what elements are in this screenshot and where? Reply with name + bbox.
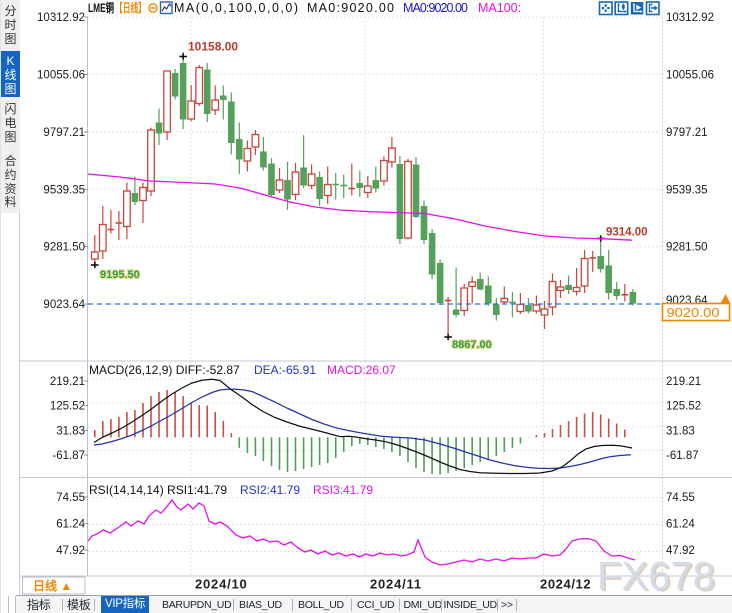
- svg-text:MACD:26.07: MACD:26.07: [327, 363, 396, 377]
- svg-text:47.92: 47.92: [666, 545, 695, 557]
- svg-text:9281.50: 9281.50: [666, 242, 708, 254]
- svg-text:2024/11: 2024/11: [370, 577, 422, 592]
- svg-text:10158.00: 10158.00: [188, 40, 238, 54]
- svg-text:9023.64: 9023.64: [43, 299, 85, 311]
- svg-text:-61.87: -61.87: [52, 450, 85, 462]
- svg-text:MA100:: MA100:: [478, 1, 521, 15]
- svg-text:MA0:9020.00: MA0:9020.00: [403, 1, 468, 15]
- svg-text:9195.50: 9195.50: [100, 269, 140, 281]
- svg-text:9195.50: 9195.50: [100, 269, 140, 281]
- svg-text:RSI2:41.79: RSI2:41.79: [240, 483, 300, 497]
- svg-text:9539.35: 9539.35: [666, 184, 708, 196]
- svg-text:10312.92: 10312.92: [37, 12, 85, 24]
- svg-text:FX678: FX678: [597, 555, 715, 599]
- svg-text:31.83: 31.83: [666, 425, 695, 437]
- svg-text:125.52: 125.52: [50, 401, 85, 413]
- svg-text:47.92: 47.92: [56, 545, 85, 557]
- svg-text:219.21: 219.21: [666, 376, 701, 388]
- svg-text:【日线】: 【日线】: [115, 0, 146, 15]
- svg-text:LME铜: LME铜: [88, 0, 114, 15]
- svg-text:74.55: 74.55: [666, 492, 695, 504]
- svg-text:10055.06: 10055.06: [666, 69, 714, 81]
- svg-text:10055.06: 10055.06: [37, 69, 85, 81]
- svg-text:9314.00: 9314.00: [606, 227, 648, 239]
- svg-text:MACD(26,12,9) DIFF:-52.87: MACD(26,12,9) DIFF:-52.87: [89, 363, 240, 377]
- svg-text:2024/12: 2024/12: [540, 577, 591, 592]
- svg-text:61.24: 61.24: [56, 519, 85, 531]
- svg-text:74.55: 74.55: [56, 492, 85, 504]
- svg-text:8867.00: 8867.00: [452, 339, 492, 351]
- svg-text:61.24: 61.24: [666, 519, 695, 531]
- svg-text:8867.00: 8867.00: [452, 339, 492, 351]
- svg-text:9281.50: 9281.50: [43, 242, 85, 254]
- svg-text:31.83: 31.83: [56, 425, 85, 437]
- svg-text:-61.87: -61.87: [666, 450, 699, 462]
- svg-text:9539.35: 9539.35: [43, 184, 85, 196]
- svg-text:RSI(14,14,14) RSI1:41.79: RSI(14,14,14) RSI1:41.79: [89, 483, 227, 497]
- svg-text:MA0:9020.00: MA0:9020.00: [307, 1, 394, 15]
- svg-text:9020.00: 9020.00: [667, 305, 720, 320]
- svg-text:日线 ▲: 日线 ▲: [33, 578, 72, 593]
- svg-text:FX678: FX678: [599, 556, 717, 600]
- svg-text:125.52: 125.52: [666, 401, 701, 413]
- svg-text:10312.92: 10312.92: [666, 12, 714, 24]
- svg-text:9797.21: 9797.21: [666, 127, 708, 139]
- svg-text:RSI3:41.79: RSI3:41.79: [313, 483, 373, 497]
- svg-text:MA(0,0,100,0,0,0): MA(0,0,100,0,0,0): [174, 1, 298, 15]
- svg-text:9797.21: 9797.21: [43, 127, 85, 139]
- svg-text:219.21: 219.21: [50, 376, 85, 388]
- svg-text:2024/10: 2024/10: [195, 577, 248, 592]
- svg-text:DEA:-65.91: DEA:-65.91: [254, 363, 316, 377]
